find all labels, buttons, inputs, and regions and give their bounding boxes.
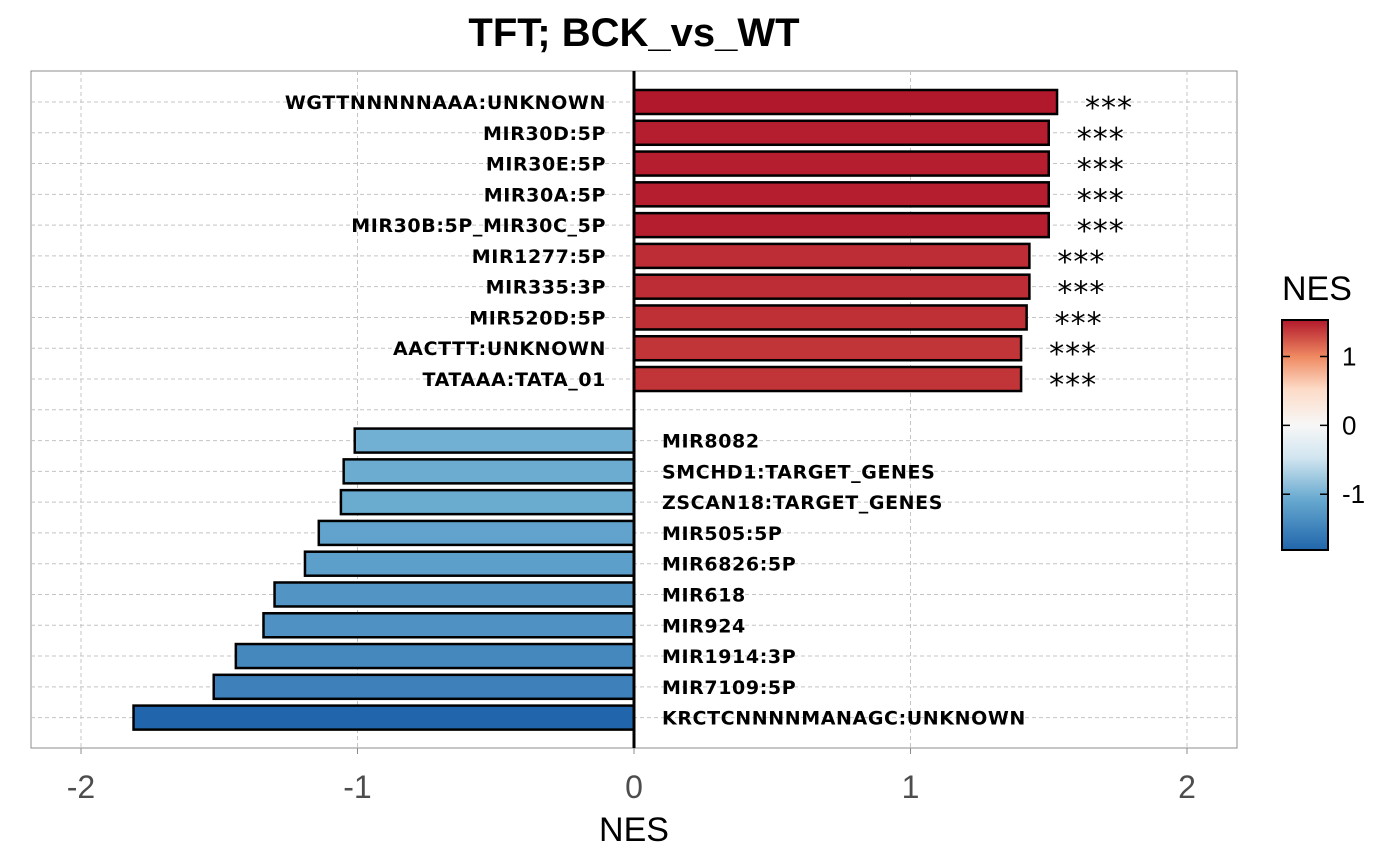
bar-label: MIR505:5P bbox=[662, 523, 782, 545]
significance-label: *** bbox=[1077, 183, 1125, 218]
bar-label: MIR335:3P bbox=[486, 277, 606, 299]
significance-label: *** bbox=[1077, 214, 1125, 249]
bar bbox=[632, 119, 1050, 147]
bar bbox=[132, 704, 636, 731]
significance-label: *** bbox=[1049, 337, 1097, 372]
bar bbox=[632, 88, 1059, 116]
significance-label: *** bbox=[1077, 122, 1125, 157]
significance-label: *** bbox=[1085, 91, 1133, 126]
x-axis-title: NES bbox=[599, 811, 669, 849]
bar bbox=[632, 365, 1023, 393]
bar bbox=[632, 242, 1031, 270]
bar bbox=[632, 211, 1050, 239]
significance-label: *** bbox=[1077, 153, 1125, 188]
bar bbox=[317, 519, 636, 547]
bar-label: MIR924 bbox=[662, 615, 746, 637]
x-tick-label: 0 bbox=[625, 769, 643, 805]
bar-label: MIR8082 bbox=[662, 431, 760, 453]
bar-label: SMCHD1:TARGET_GENES bbox=[662, 461, 935, 483]
bar-label: MIR6826:5P bbox=[662, 554, 796, 576]
colorbar-tick-label: -1 bbox=[1342, 479, 1365, 509]
bar bbox=[632, 150, 1050, 177]
legend-title: NES bbox=[1282, 270, 1352, 308]
significance-label: *** bbox=[1057, 245, 1105, 280]
bar bbox=[632, 273, 1031, 300]
bar-label: KRCTCNNNNMANAGC:UNKNOWN bbox=[662, 708, 1026, 730]
bar bbox=[342, 458, 636, 485]
colorbar-tick-label: 1 bbox=[1342, 341, 1356, 371]
x-tick-label: 1 bbox=[902, 769, 920, 805]
bar bbox=[632, 304, 1028, 331]
bar-label: MIR30A:5P bbox=[484, 184, 606, 206]
bar-labels: WGTTNNNNNAAA:UNKNOWN *** MIR30D:5P *** MIR30… bbox=[285, 91, 1133, 730]
bar bbox=[303, 550, 636, 577]
chart-title: TFT; BCK_vs_WT bbox=[468, 11, 799, 55]
significance-label: *** bbox=[1055, 306, 1103, 341]
colorbar-legend: NES -1 0 1 bbox=[1281, 270, 1365, 551]
significance-label: *** bbox=[1057, 276, 1105, 311]
colorbar-tick-label: 0 bbox=[1342, 410, 1356, 440]
significance-label: *** bbox=[1049, 368, 1097, 403]
bar-label: MIR30D:5P bbox=[483, 123, 606, 145]
x-tick-label: -2 bbox=[67, 769, 95, 805]
bar-label: MIR7109:5P bbox=[662, 677, 796, 699]
colorbar-ticks: -1 0 1 bbox=[1282, 341, 1365, 509]
bar bbox=[262, 612, 636, 639]
bar bbox=[632, 334, 1023, 362]
bar-label: MIR1914:3P bbox=[662, 646, 796, 668]
bar-label: ZSCAN18:TARGET_GENES bbox=[662, 492, 943, 514]
bar bbox=[353, 427, 636, 454]
bar-label: MIR618 bbox=[662, 584, 746, 606]
x-tick-label: -1 bbox=[343, 769, 371, 805]
colorbar bbox=[1281, 319, 1329, 551]
bar-label: WGTTNNNNNAAA:UNKNOWN bbox=[285, 92, 606, 114]
bar-label: AACTTT:UNKNOWN bbox=[393, 338, 606, 360]
bar-label: MIR30E:5P bbox=[486, 154, 606, 176]
bar bbox=[273, 581, 636, 608]
bar-label: MIR30B:5P_MIR30C_5P bbox=[351, 215, 606, 237]
bar-label: MIR520D:5P bbox=[469, 307, 606, 329]
x-axis-ticks: -2 -1 0 1 2 bbox=[67, 748, 1196, 805]
x-tick-label: 2 bbox=[1178, 769, 1196, 805]
bar bbox=[632, 181, 1050, 208]
bar bbox=[234, 642, 636, 670]
bar bbox=[212, 673, 636, 701]
bar-label: MIR1277:5P bbox=[472, 246, 606, 268]
bar-label: TATAAA:TATA_01 bbox=[422, 369, 606, 391]
bar bbox=[339, 488, 636, 516]
